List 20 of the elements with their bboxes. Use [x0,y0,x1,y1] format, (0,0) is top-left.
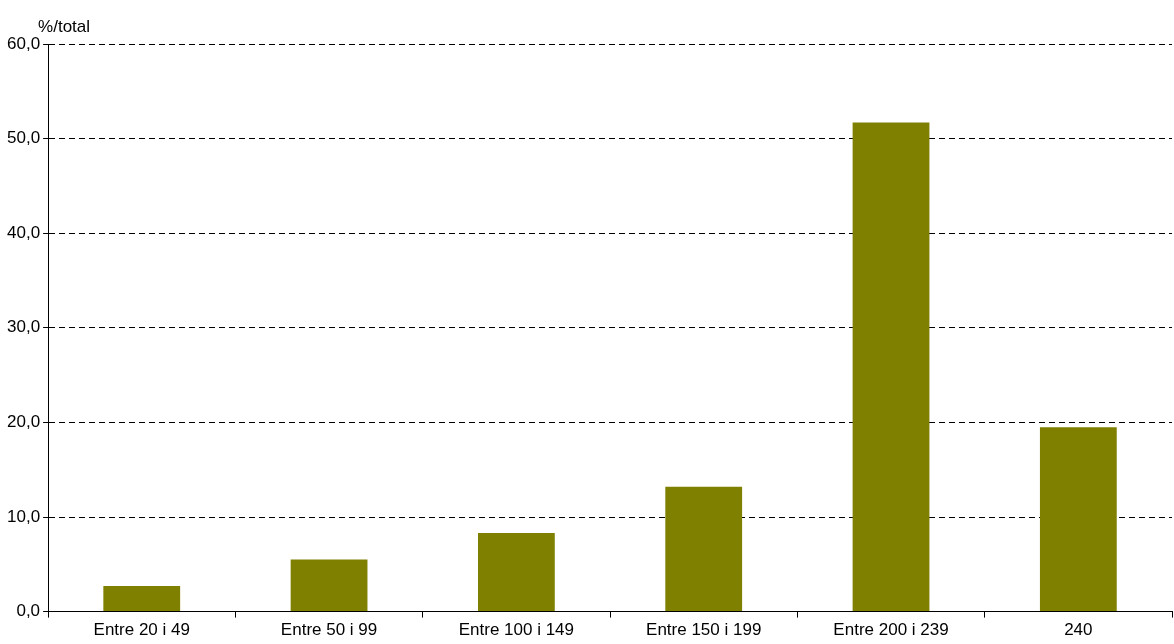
y-tick-label: 20,0 [6,412,41,432]
bar [290,559,368,612]
y-tick-label: 50,0 [6,128,41,148]
y-tick-label: 10,0 [6,506,41,526]
x-tick-label: Entre 150 i 199 [646,620,762,640]
bar [103,586,181,612]
y-axis-title: %/total [38,17,91,37]
y-tick-label: 60,0 [6,33,41,53]
x-tick-label: Entre 100 i 149 [458,620,575,640]
y-tick-label: 30,0 [6,317,41,337]
bar [852,122,930,612]
x-tick-label: 240 [1064,620,1093,640]
bar [1039,427,1117,612]
bar [477,533,555,612]
y-tick-label: 0,0 [16,601,41,621]
x-tick-label: Entre 50 i 99 [280,620,378,640]
bar [665,486,743,612]
x-tick-label: Entre 200 i 239 [833,620,949,640]
x-tick-label: Entre 20 i 49 [93,620,190,640]
y-tick-label: 40,0 [6,222,41,242]
